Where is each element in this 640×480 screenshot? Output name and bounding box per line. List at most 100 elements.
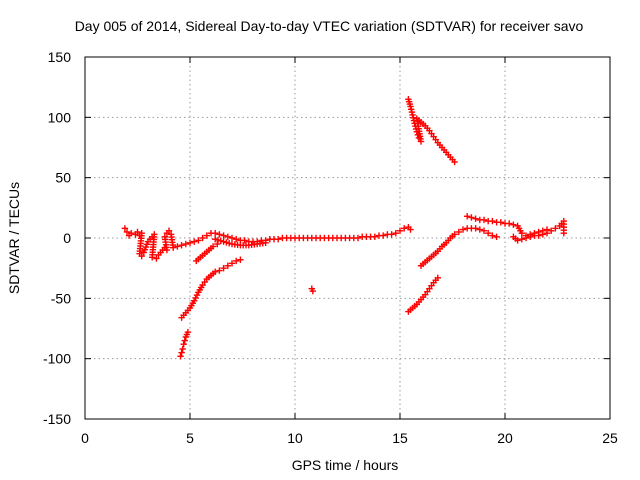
- y-axis-label: SDTVAR / TECUs: [6, 182, 22, 294]
- data-point: [220, 232, 227, 239]
- data-point: [170, 244, 177, 251]
- series-group: [212, 223, 414, 245]
- data-point: [241, 237, 248, 244]
- data-point: [514, 237, 521, 244]
- x-tick-label: 15: [392, 430, 408, 446]
- data-point: [214, 240, 221, 248]
- series-group: [178, 256, 244, 321]
- data-point: [506, 220, 513, 227]
- series-group: [193, 240, 221, 265]
- data-point: [392, 229, 399, 237]
- data-point: [552, 225, 559, 232]
- data-point: [543, 229, 551, 237]
- y-tick-label: 0: [63, 230, 71, 246]
- data-point: [262, 239, 269, 247]
- data-point: [464, 213, 471, 220]
- data-point: [224, 233, 231, 240]
- data-point: [233, 236, 240, 243]
- data-point: [371, 233, 378, 240]
- data-point: [434, 274, 441, 282]
- data-point: [489, 217, 496, 225]
- data-point: [178, 242, 185, 249]
- data-point: [177, 353, 184, 360]
- data-point: [212, 268, 219, 275]
- data-point: [396, 227, 404, 234]
- series-group: [510, 229, 551, 244]
- data-point: [459, 226, 467, 233]
- data-point: [228, 260, 236, 267]
- data-point: [472, 225, 479, 232]
- data-point: [180, 340, 187, 348]
- data-point: [165, 227, 173, 234]
- data-point: [518, 236, 525, 243]
- data-point: [233, 257, 240, 265]
- series-group: [212, 236, 269, 249]
- data-point: [138, 252, 145, 260]
- data-point: [237, 256, 244, 263]
- data-point: [480, 227, 488, 234]
- data-point: [174, 243, 181, 250]
- data-point: [121, 225, 129, 232]
- y-tick-label: 50: [55, 170, 71, 186]
- data-point: [128, 229, 135, 237]
- data-point: [153, 255, 160, 262]
- data-point: [493, 233, 500, 240]
- data-point: [451, 231, 458, 238]
- series-group: [121, 225, 215, 262]
- data-point: [560, 229, 567, 237]
- data-point: [472, 215, 479, 222]
- data-points: [121, 96, 567, 360]
- series-group: [464, 213, 567, 239]
- data-point: [480, 216, 488, 224]
- data-point: [535, 232, 542, 239]
- data-point: [212, 229, 219, 237]
- data-point: [407, 226, 414, 233]
- data-point: [181, 337, 188, 344]
- data-point: [149, 254, 156, 261]
- data-point: [209, 243, 217, 250]
- series-group: [405, 274, 441, 315]
- data-point: [468, 214, 475, 221]
- data-point: [539, 231, 546, 238]
- data-point: [527, 233, 534, 240]
- data-point: [309, 287, 317, 295]
- y-tick-label: 100: [48, 109, 72, 125]
- y-tick-label: -100: [43, 351, 71, 367]
- series-group: [405, 96, 458, 166]
- series-group: [177, 328, 192, 360]
- x-tick-label: 25: [602, 430, 618, 446]
- data-point: [224, 262, 231, 269]
- chart-title: Day 005 of 2014, Sidereal Day-to-day VTE…: [75, 18, 584, 34]
- data-point: [485, 229, 492, 237]
- data-point: [489, 232, 496, 239]
- data-point: [228, 234, 236, 242]
- data-point: [401, 225, 408, 232]
- data-point: [451, 158, 458, 166]
- data-point: [203, 232, 210, 239]
- data-point: [380, 232, 387, 239]
- y-tick-label: -150: [43, 411, 71, 427]
- data-point: [161, 233, 168, 240]
- data-point: [510, 221, 517, 228]
- y-tick-label: -50: [51, 290, 71, 306]
- x-axis-label: GPS time / hours: [292, 457, 399, 473]
- data-point: [191, 238, 198, 245]
- data-point: [134, 228, 141, 236]
- data-point: [518, 229, 525, 237]
- data-point: [182, 240, 189, 248]
- data-point: [184, 328, 192, 336]
- data-point: [178, 349, 185, 356]
- data-point: [388, 231, 395, 238]
- data-point: [275, 236, 282, 243]
- data-point: [476, 226, 483, 233]
- data-point: [123, 228, 131, 236]
- x-tick-label: 0: [81, 430, 89, 446]
- x-tick-label: 10: [287, 430, 303, 446]
- x-tick-label: 5: [186, 430, 194, 446]
- axis-ticks: 0 5 10 15 20 25 -150 -100 -50 0 50 100 150: [43, 49, 618, 446]
- x-tick-label: 20: [497, 430, 513, 446]
- data-point: [220, 264, 227, 272]
- data-point: [216, 267, 223, 274]
- data-point: [199, 234, 206, 242]
